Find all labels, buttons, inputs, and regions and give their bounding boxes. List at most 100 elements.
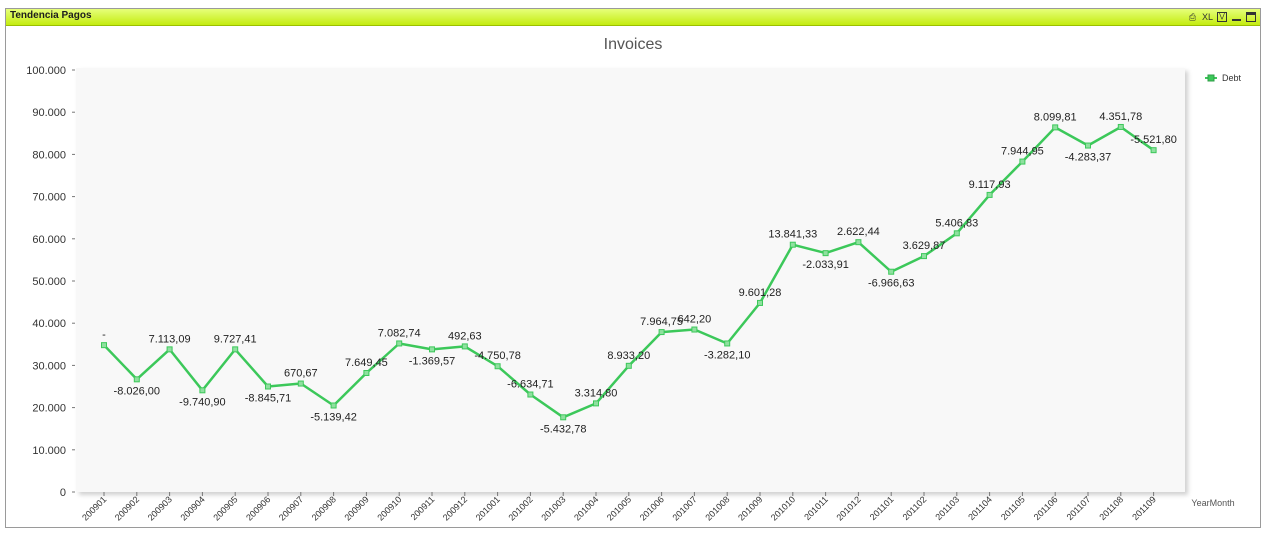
maximize-icon[interactable] [1246, 12, 1256, 22]
x-tick-label: 201106 [1032, 494, 1060, 522]
excel-icon[interactable]: XL [1202, 11, 1214, 22]
data-point [166, 346, 173, 353]
data-point [461, 343, 468, 350]
data-point [625, 362, 632, 369]
x-tick-label: 201007 [670, 494, 698, 522]
data-label: 9.727,41 [214, 333, 257, 345]
data-label: -5.432,78 [540, 423, 586, 435]
data-point [691, 326, 698, 333]
y-tick-label: 10.000 [32, 445, 66, 457]
x-tick-label: 200902 [113, 494, 141, 522]
data-label: 7.649,45 [345, 357, 388, 369]
data-label: 642,20 [678, 314, 712, 326]
x-tick-label: 201102 [901, 494, 929, 522]
x-tick-label: 200912 [441, 494, 469, 522]
x-tick-label: 201001 [474, 494, 502, 522]
x-tick-label: 200907 [277, 494, 305, 522]
x-tick-label: 201003 [539, 494, 567, 522]
y-tick-label: 90.000 [32, 107, 66, 119]
data-label: -5.521,80 [1130, 134, 1176, 146]
chart-title: Invoices [604, 36, 663, 53]
data-point [986, 191, 993, 198]
x-tick-label: 200905 [211, 494, 239, 522]
data-point [953, 230, 960, 237]
data-point [593, 400, 599, 407]
data-point [1085, 142, 1091, 149]
x-axis-label: YearMonth [1191, 498, 1234, 508]
y-tick-label: 60.000 [32, 234, 66, 246]
x-tick-label: 200909 [342, 494, 370, 522]
data-point [1052, 124, 1059, 131]
data-label: -1.369,57 [409, 355, 455, 367]
data-point [888, 268, 895, 275]
data-point [363, 369, 370, 376]
x-tick-label: 201105 [999, 494, 1027, 522]
data-point [133, 376, 140, 383]
y-tick-label: 80.000 [32, 149, 66, 161]
data-point [429, 346, 435, 353]
data-label: 4.351,78 [1099, 111, 1142, 123]
data-label: - [102, 329, 106, 341]
window-controls: ⎙ XL ⋁ [1187, 10, 1256, 24]
minimize-icon[interactable] [1231, 12, 1242, 23]
window-titlebar[interactable]: Tendencia Pagos ⎙ XL ⋁ [6, 9, 1260, 26]
data-label: 8.099,81 [1034, 111, 1077, 123]
data-point [855, 239, 862, 246]
y-tick-label: 40.000 [32, 318, 66, 330]
x-tick-label: 201006 [638, 494, 666, 522]
data-label: 670,67 [284, 368, 318, 380]
x-tick-label: 201002 [506, 494, 534, 522]
series-debt: - -8.026,00 7.113,09 -9.740,90 9.727,41 -8.84… [101, 111, 1177, 435]
data-label: -3.282,10 [704, 349, 750, 361]
y-axis: 0 10.000 20.000 30.000 40.000 50.000 60.000 70.… [26, 65, 75, 499]
x-tick-label: 200904 [178, 494, 206, 522]
y-tick-label: 100.000 [26, 65, 66, 77]
y-tick-label: 50.000 [32, 276, 66, 288]
data-point [789, 241, 796, 248]
data-label: 3.314,80 [575, 387, 618, 399]
data-point [757, 299, 763, 306]
x-tick-label: 200911 [409, 494, 437, 522]
data-label: -4.283,37 [1065, 152, 1111, 164]
x-tick-label: 200901 [80, 494, 108, 522]
data-label: 7.082,74 [378, 327, 421, 339]
data-label: 9.117,93 [969, 179, 1011, 191]
legend[interactable]: Debt [1205, 73, 1242, 83]
data-point [265, 383, 271, 390]
data-label: 3.629,87 [903, 240, 946, 252]
data-point [494, 363, 501, 370]
data-label: 9.601,28 [739, 287, 782, 299]
y-tick-label: 0 [60, 487, 66, 499]
data-label: 8.933,20 [607, 350, 650, 362]
plot-background [76, 68, 1185, 492]
data-point [560, 414, 567, 421]
legend-label: Debt [1222, 73, 1242, 83]
data-point [297, 380, 304, 387]
data-point [199, 387, 206, 394]
y-tick-label: 70.000 [32, 192, 66, 204]
data-point [1117, 123, 1124, 130]
data-label: -6.634,71 [507, 379, 553, 391]
data-point [921, 253, 927, 260]
data-label: -4.750,78 [474, 350, 520, 362]
x-tick-label: 201004 [572, 494, 600, 522]
data-label: 2.622,44 [837, 226, 880, 238]
data-label: 5.406,83 [935, 217, 978, 229]
print-icon[interactable]: ⎙ [1188, 11, 1197, 22]
data-point [658, 329, 665, 336]
x-tick-label: 200903 [146, 494, 174, 522]
data-point [527, 391, 534, 398]
data-point [1019, 158, 1026, 165]
data-label: -5.139,42 [310, 411, 356, 423]
x-tick-label: 201009 [736, 494, 764, 522]
data-label: 7.944,95 [1001, 146, 1044, 158]
data-label: -8.026,00 [114, 385, 160, 397]
data-point [1150, 147, 1157, 154]
x-tick-label: 201012 [834, 494, 862, 522]
data-label: 13.841,33 [768, 229, 817, 241]
data-label: -9.740,90 [179, 396, 225, 408]
autominimize-icon[interactable]: ⋁ [1217, 12, 1227, 22]
x-tick-label: 201101 [868, 494, 896, 522]
x-tick-label: 201008 [703, 494, 731, 522]
